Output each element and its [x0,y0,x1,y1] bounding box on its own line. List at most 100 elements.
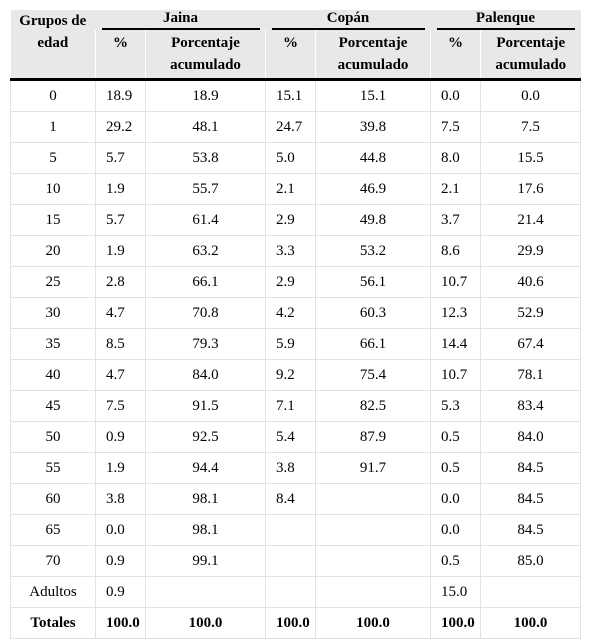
table-row: 15 5.7 61.4 2.9 49.8 3.7 21.4 [10,204,582,236]
value-cell: 3.8 [265,452,317,484]
table-row: 25 2.8 66.1 2.9 56.1 10.7 40.6 [10,266,582,298]
value-cell: 18.9 [144,79,267,112]
value-cell: 100.0 [480,607,582,639]
value-cell: 87.9 [315,421,432,453]
value-cell: 8.6 [430,235,482,267]
value-cell: 56.1 [315,266,432,298]
value-cell: 100.0 [315,607,432,639]
empty-cell [315,514,432,546]
table-row: 45 7.5 91.5 7.1 82.5 5.3 83.4 [10,390,582,422]
table-row: 30 4.7 70.8 4.2 60.3 12.3 52.9 [10,297,582,329]
column-header: % [265,30,316,81]
value-cell: 2.9 [265,266,317,298]
value-cell: 5.9 [265,328,317,360]
value-cell: 5.7 [95,204,146,236]
site-label: Palenque [436,10,575,30]
table-row: 70 0.9 99.1 0.5 85.0 [10,545,582,577]
value-cell: 46.9 [315,173,432,205]
column-header: Porcentaje acumulado [315,30,431,81]
empty-cell [315,545,432,577]
value-cell: 48.1 [144,111,267,143]
subheader-row: % Porcentaje acumulado% Porcentaje acumula… [11,30,581,81]
value-cell: 66.1 [144,266,267,298]
value-cell: 4.7 [95,297,146,329]
empty-cell [315,576,432,608]
value-cell: 12.3 [430,297,482,329]
value-cell: 24.7 [265,111,317,143]
value-cell: 92.5 [144,421,267,453]
site-header: Palenque [430,10,581,30]
site-header: Copán [265,10,431,30]
value-cell: 0.5 [430,421,482,453]
value-cell: 85.0 [480,545,582,577]
table-row: 60 3.8 98.1 8.4 0.0 84.5 [10,483,582,515]
value-cell: 7.5 [430,111,482,143]
value-cell: 100.0 [144,607,267,639]
value-cell: 91.5 [144,390,267,422]
value-cell: 66.1 [315,328,432,360]
value-cell: 0.9 [95,545,146,577]
value-cell: 8.4 [265,483,317,515]
value-cell: 100.0 [95,607,146,639]
empty-cell [144,576,267,608]
empty-cell [265,545,317,577]
value-cell: 100.0 [265,607,317,639]
value-cell: 0.0 [430,79,482,112]
value-cell: 100.0 [430,607,482,639]
value-cell: 39.8 [315,111,432,143]
age-cell: 1 [10,111,96,143]
age-cell: 25 [10,266,96,298]
value-cell: 99.1 [144,545,267,577]
value-cell: 98.1 [144,483,267,515]
value-cell: 21.4 [480,204,582,236]
value-cell: 78.1 [480,359,582,391]
value-cell: 1.9 [95,173,146,205]
value-cell: 1.9 [95,235,146,267]
value-cell: 75.4 [315,359,432,391]
value-cell: 2.9 [265,204,317,236]
value-cell: 7.5 [95,390,146,422]
value-cell: 55.7 [144,173,267,205]
value-cell: 44.8 [315,142,432,174]
value-cell: 3.7 [430,204,482,236]
value-cell: 2.8 [95,266,146,298]
value-cell: 4.7 [95,359,146,391]
value-cell: 0.9 [95,421,146,453]
table-row: 65 0.0 98.1 0.0 84.5 [10,514,582,546]
age-cell: 70 [10,545,96,577]
value-cell: 0.0 [430,514,482,546]
value-cell: 15.5 [480,142,582,174]
empty-cell [265,514,317,546]
value-cell: 0.0 [480,79,582,112]
value-cell: 4.2 [265,297,317,329]
table-row: 50 0.9 92.5 5.4 87.9 0.5 84.0 [10,421,582,453]
table-row: 5 5.7 53.8 5.0 44.8 8.0 15.5 [10,142,582,174]
value-cell: 0.0 [95,514,146,546]
table-row: 10 1.9 55.7 2.1 46.9 2.1 17.6 [10,173,582,205]
age-cell: 60 [10,483,96,515]
table-row: Totales 100.0 100.0 100.0 100.0 100.0 100.0 [10,607,582,639]
age-cell: 20 [10,235,96,267]
column-header: % [430,30,481,81]
age-cell: Totales [10,607,96,639]
value-cell: 83.4 [480,390,582,422]
value-cell: 15.0 [430,576,482,608]
site-label: Jaina [101,10,260,30]
table-row: 40 4.7 84.0 9.2 75.4 10.7 78.1 [10,359,582,391]
value-cell: 10.7 [430,359,482,391]
value-cell: 84.5 [480,514,582,546]
value-cell: 53.2 [315,235,432,267]
value-cell: 40.6 [480,266,582,298]
value-cell: 49.8 [315,204,432,236]
value-cell: 5.7 [95,142,146,174]
site-header: Jaina [95,10,266,30]
age-cell: 10 [10,173,96,205]
value-cell: 0.9 [95,576,146,608]
value-cell: 2.1 [265,173,317,205]
age-cell: 50 [10,421,96,453]
value-cell: 63.2 [144,235,267,267]
empty-cell [315,483,432,515]
value-cell: 98.1 [144,514,267,546]
value-cell: 5.3 [430,390,482,422]
